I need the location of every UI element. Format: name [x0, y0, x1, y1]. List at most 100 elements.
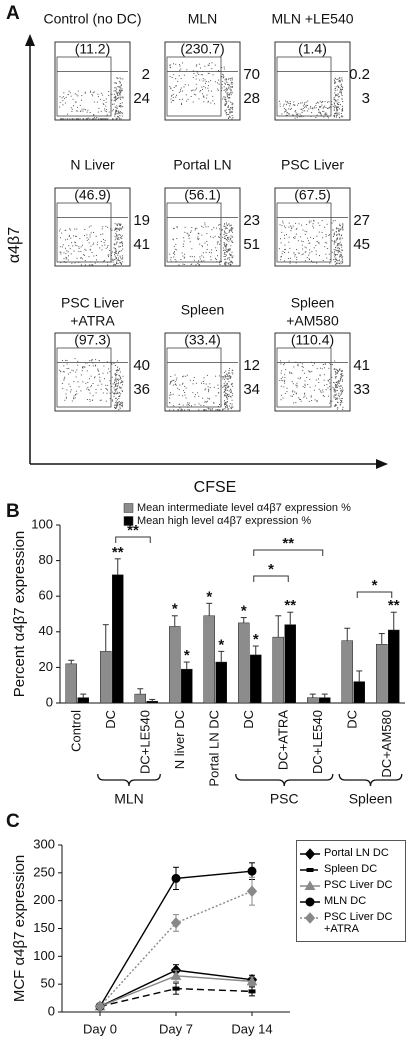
dot [337, 383, 339, 385]
bar [250, 654, 262, 704]
dot [316, 400, 318, 402]
dot [171, 95, 172, 97]
dot [87, 109, 89, 111]
dot [339, 91, 341, 93]
dot [289, 105, 291, 107]
dot [60, 371, 62, 373]
dot [207, 72, 209, 74]
dot [111, 399, 113, 401]
dot [116, 403, 118, 405]
dot [82, 110, 84, 112]
dot [120, 90, 122, 92]
dot [339, 87, 341, 89]
dot [312, 365, 314, 366]
dot [340, 390, 342, 392]
dot [228, 86, 230, 88]
dot [219, 264, 221, 265]
dot [226, 384, 228, 385]
dot [190, 231, 192, 233]
dot [100, 399, 102, 401]
y-tick-label: 100 [33, 948, 55, 963]
dot [120, 393, 122, 395]
dot [114, 244, 116, 246]
dot [225, 87, 227, 89]
dot [119, 250, 121, 252]
bar [341, 640, 353, 704]
mfi-label: (67.5) [294, 187, 331, 203]
dot [230, 230, 232, 232]
dot [341, 115, 343, 117]
dot [179, 64, 180, 66]
dot [116, 107, 118, 109]
dot [335, 82, 337, 84]
dot [197, 239, 199, 241]
dot [316, 114, 318, 116]
dot [335, 249, 337, 251]
dot [179, 65, 181, 67]
dot [227, 97, 229, 98]
dot [339, 108, 341, 110]
dot [69, 229, 71, 231]
dot [228, 106, 229, 108]
dot [72, 245, 74, 247]
bracket-label: * [372, 577, 378, 594]
dot [223, 244, 225, 246]
dot [224, 395, 226, 396]
dot [316, 262, 318, 264]
dot [225, 239, 227, 241]
dot [169, 402, 171, 404]
dot [215, 259, 217, 260]
dot [219, 260, 221, 262]
y-axis-label: MCF α4β7 expression [11, 855, 28, 1002]
dot [120, 261, 121, 263]
dot [197, 236, 199, 238]
dot [120, 236, 122, 238]
dot [333, 396, 335, 398]
dot [318, 109, 320, 111]
dot [229, 88, 231, 90]
dot [297, 240, 299, 242]
dot [224, 236, 226, 238]
dot [341, 254, 343, 256]
dot [224, 375, 226, 377]
dot [224, 378, 226, 380]
dot [229, 93, 231, 95]
dot [231, 403, 233, 405]
dot [117, 86, 119, 88]
dot [86, 234, 88, 236]
dot [172, 90, 174, 91]
dot [95, 365, 96, 367]
dot [170, 257, 172, 259]
dot [67, 373, 69, 375]
dot [64, 376, 66, 378]
error-bar [183, 661, 190, 670]
dot [228, 231, 230, 233]
dot [222, 236, 224, 238]
dot [218, 79, 220, 81]
dot [179, 69, 181, 71]
dot [298, 116, 300, 118]
dot [192, 392, 194, 394]
x-axis-label: CFSE [194, 479, 237, 496]
dot [226, 240, 228, 242]
dot [324, 226, 326, 228]
dot [201, 255, 203, 257]
upper-percent: 41 [353, 357, 370, 374]
dot [308, 258, 310, 260]
dot [71, 108, 73, 110]
dot [97, 368, 99, 370]
legend-icon [300, 880, 320, 890]
dot [172, 239, 174, 241]
dot [324, 363, 326, 365]
dot [205, 82, 206, 84]
dot [115, 380, 117, 382]
dot [205, 251, 207, 253]
dot [228, 372, 230, 374]
dot [296, 233, 298, 235]
dot [295, 361, 297, 363]
dot [98, 108, 100, 109]
dot [81, 108, 83, 110]
dot [187, 98, 189, 100]
dot [229, 254, 231, 256]
dot [97, 111, 99, 113]
